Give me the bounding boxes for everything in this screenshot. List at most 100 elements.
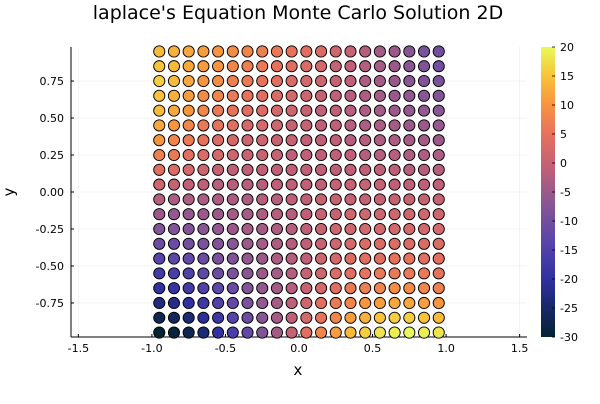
data-point — [329, 267, 342, 280]
data-point — [182, 208, 195, 221]
data-point — [344, 178, 357, 191]
data-point — [285, 252, 298, 265]
data-point — [329, 104, 342, 117]
data-point — [167, 326, 181, 339]
data-point — [241, 104, 254, 117]
data-point — [373, 222, 386, 236]
data-point — [403, 45, 416, 58]
data-point — [329, 222, 342, 236]
data-point — [300, 326, 313, 339]
colorbar-tick-label: 10 — [560, 99, 574, 112]
data-point — [373, 163, 386, 176]
data-point — [270, 282, 283, 295]
data-point — [182, 45, 195, 58]
data-point — [212, 134, 225, 147]
data-point — [167, 104, 181, 117]
data-point — [388, 252, 401, 265]
data-point — [212, 119, 225, 132]
data-point — [167, 208, 181, 221]
data-point — [432, 252, 445, 265]
data-point — [388, 208, 401, 221]
data-point — [329, 311, 342, 324]
data-point — [182, 222, 195, 236]
data-point — [432, 208, 445, 221]
data-point — [167, 178, 181, 191]
data-point — [315, 193, 328, 206]
data-point — [373, 178, 386, 191]
data-point — [388, 193, 401, 206]
data-point — [212, 282, 225, 295]
data-point — [212, 74, 225, 88]
data-point — [197, 148, 210, 162]
data-point — [417, 252, 431, 265]
data-point — [359, 45, 372, 58]
data-point — [432, 193, 445, 206]
data-point — [226, 148, 239, 162]
data-point — [226, 134, 239, 147]
data-point — [226, 104, 239, 117]
data-point — [153, 60, 166, 73]
data-point — [256, 222, 269, 236]
data-point — [285, 193, 298, 206]
data-point — [417, 282, 431, 295]
data-point — [359, 148, 372, 162]
data-point — [300, 134, 313, 147]
data-point — [285, 104, 298, 117]
data-point — [212, 193, 225, 206]
data-point — [270, 237, 283, 250]
data-point — [359, 252, 372, 265]
data-point — [212, 208, 225, 221]
data-point — [270, 326, 283, 339]
data-point — [417, 45, 431, 58]
data-point — [167, 296, 181, 310]
data-point — [153, 104, 166, 117]
data-point — [241, 134, 254, 147]
x-tick-label: 1.5 — [511, 342, 529, 355]
data-point — [197, 282, 210, 295]
data-point — [300, 104, 313, 117]
data-point — [403, 237, 416, 250]
data-point — [256, 163, 269, 176]
y-axis-label: y — [0, 187, 18, 196]
data-point — [344, 134, 357, 147]
data-point — [329, 237, 342, 250]
data-point — [256, 267, 269, 280]
data-point — [417, 163, 431, 176]
data-point — [417, 326, 431, 339]
data-point — [182, 252, 195, 265]
data-point — [403, 222, 416, 236]
data-point — [212, 45, 225, 58]
data-point — [167, 148, 181, 162]
data-point — [197, 193, 210, 206]
data-point — [167, 193, 181, 206]
data-point — [153, 237, 166, 250]
data-point — [182, 104, 195, 117]
data-point — [241, 208, 254, 221]
data-point — [315, 282, 328, 295]
colorbar-tick-label: -20 — [560, 273, 578, 286]
data-point — [241, 193, 254, 206]
data-point — [315, 178, 328, 191]
data-point — [432, 237, 445, 250]
data-point — [359, 208, 372, 221]
data-point — [359, 60, 372, 73]
data-point — [344, 148, 357, 162]
data-point — [270, 134, 283, 147]
data-point — [388, 237, 401, 250]
data-point — [300, 148, 313, 162]
data-point — [417, 193, 431, 206]
data-point — [226, 208, 239, 221]
data-point — [388, 89, 401, 102]
data-point — [300, 222, 313, 236]
data-point — [417, 311, 431, 324]
data-point — [270, 208, 283, 221]
data-point — [153, 178, 166, 191]
data-point — [403, 119, 416, 132]
data-point — [167, 119, 181, 132]
data-point — [432, 45, 445, 58]
data-point — [256, 104, 269, 117]
data-point — [212, 311, 225, 324]
data-point — [388, 119, 401, 132]
